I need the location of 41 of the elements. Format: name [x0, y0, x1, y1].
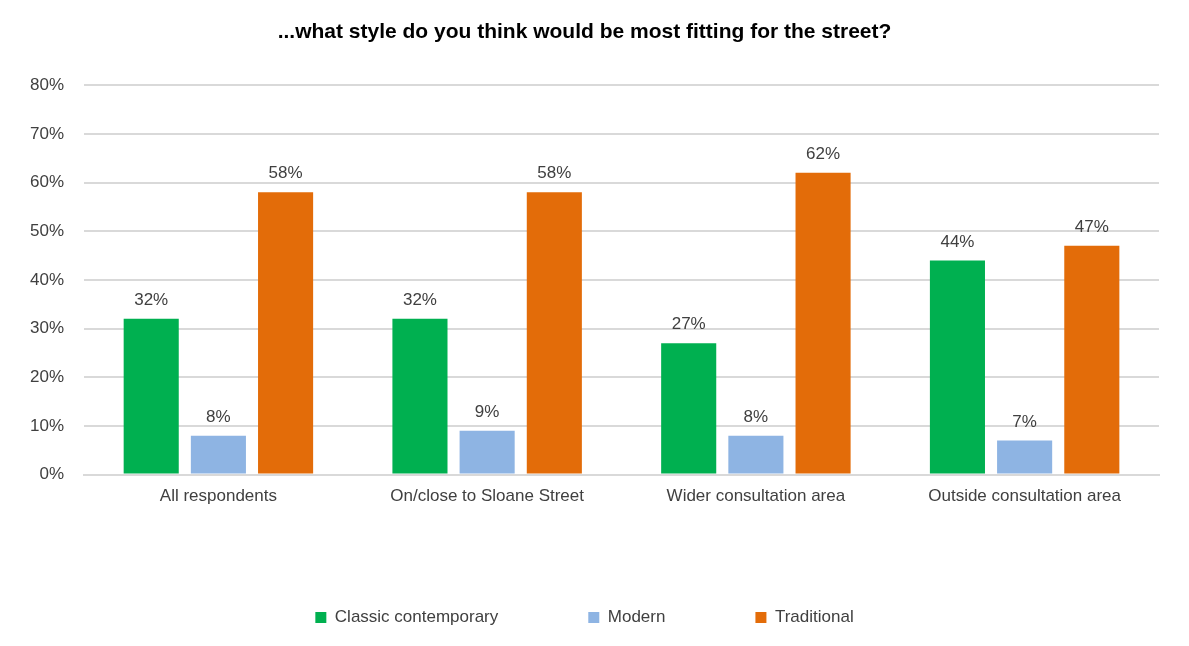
bar: [929, 260, 985, 474]
data-label: 7%: [1012, 411, 1037, 431]
bar: [997, 440, 1053, 474]
x-tick-label: On/close to Sloane Street: [390, 486, 585, 506]
data-label: 27%: [671, 314, 706, 334]
data-label: 8%: [206, 406, 231, 426]
bar: [190, 435, 246, 474]
x-tick-label: All respondents: [159, 486, 277, 506]
bar: [1064, 245, 1120, 474]
y-tick-label: 0%: [39, 464, 65, 484]
y-tick-label: 30%: [29, 318, 65, 338]
y-tick-label: 80%: [29, 74, 65, 94]
data-label: 47%: [1074, 217, 1109, 237]
legend-label: Traditional: [774, 607, 854, 627]
y-tick-label: 10%: [29, 415, 65, 435]
y-tick-label: 20%: [29, 366, 65, 386]
y-tick-label: 40%: [29, 269, 65, 289]
y-tick-label: 60%: [29, 172, 65, 192]
bar: [123, 318, 179, 474]
bar: [459, 430, 515, 474]
x-tick-label: Wider consultation area: [666, 486, 846, 506]
data-label: 9%: [474, 401, 500, 421]
y-tick-label: 50%: [29, 220, 65, 240]
data-label: 58%: [268, 163, 303, 183]
data-label: 58%: [537, 163, 572, 183]
data-label: 32%: [402, 290, 437, 310]
bar: [392, 318, 448, 474]
bar: [258, 192, 314, 474]
bar: [795, 172, 851, 474]
bar: [728, 435, 784, 474]
x-tick-label: Outside consultation area: [928, 486, 1122, 506]
data-label: 62%: [806, 144, 841, 163]
legend-label: Classic contemporary: [334, 607, 499, 627]
data-label: 44%: [940, 231, 975, 251]
data-label: 8%: [743, 406, 769, 426]
y-tick-label: 70%: [29, 123, 65, 143]
data-label: 32%: [134, 290, 169, 310]
bar: [661, 343, 717, 474]
legend-label: Modern: [607, 607, 666, 627]
chart-title: ...what style do you think would be most fitting for the street?: [277, 19, 892, 43]
bar: [526, 192, 582, 474]
